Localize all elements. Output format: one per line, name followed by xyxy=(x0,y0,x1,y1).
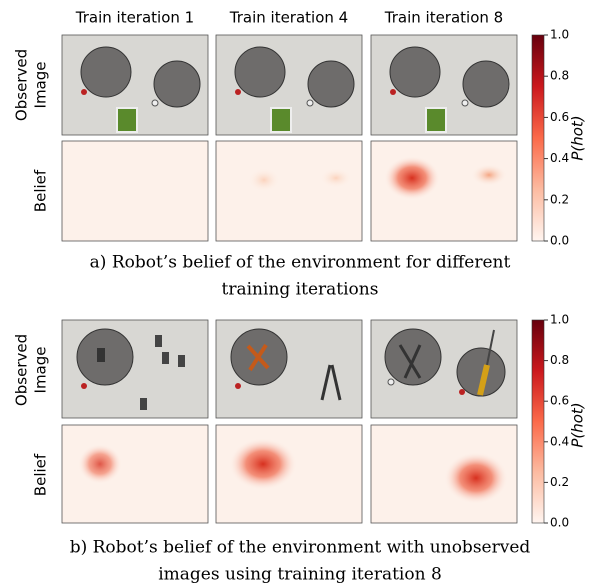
observed-images xyxy=(62,320,517,418)
colorbar-tick-label: 0.4 xyxy=(550,434,569,448)
belief-maps xyxy=(62,425,517,523)
colorbar-tick-label: 0.4 xyxy=(550,151,569,165)
colorbar-tick-label: 0.6 xyxy=(550,394,569,408)
colorbar-tick-label: 0.0 xyxy=(550,516,569,530)
figure: Train iteration 1 Train iteration 4 Trai… xyxy=(0,0,590,588)
row-label: Observed xyxy=(13,49,31,121)
caption: a) Robot’s belief of the environment for… xyxy=(90,253,511,273)
column-title: Train iteration 4 xyxy=(229,9,348,27)
colorbar xyxy=(532,320,544,523)
belief-map xyxy=(62,141,208,241)
row-label: Image xyxy=(32,347,50,394)
colorbar-tick-label: 0.0 xyxy=(550,234,569,248)
photo xyxy=(62,35,208,135)
column-title: Train iteration 1 xyxy=(75,9,194,27)
row-label: Belief xyxy=(32,169,50,212)
photo xyxy=(216,320,362,418)
photo xyxy=(371,35,517,135)
row-label: Belief xyxy=(32,453,50,496)
photo xyxy=(371,320,517,418)
row-label: Observed xyxy=(13,334,31,406)
colorbar-tick-label: 0.8 xyxy=(550,353,569,367)
colorbar-tick-label: 1.0 xyxy=(550,28,569,42)
colorbar-tick-label: 0.2 xyxy=(550,192,569,206)
belief-map xyxy=(216,141,362,241)
colorbar-tick-label: 0.8 xyxy=(550,69,569,83)
colorbar-label: P(hot) xyxy=(569,115,587,160)
observed-images xyxy=(62,35,517,135)
colorbar-tick-label: 1.0 xyxy=(550,313,569,327)
colorbar-tick-label: 0.2 xyxy=(550,475,569,489)
caption: training iterations xyxy=(222,280,379,300)
colorbar-label: P(hot) xyxy=(569,402,587,447)
belief-maps xyxy=(62,141,517,241)
caption: b) Robot’s belief of the environment wit… xyxy=(70,538,531,558)
column-title: Train iteration 8 xyxy=(384,9,503,27)
colorbar xyxy=(532,35,544,241)
colorbar-tick-label: 0.6 xyxy=(550,110,569,124)
photo xyxy=(62,320,208,418)
row-label: Image xyxy=(32,62,50,109)
photo xyxy=(216,35,362,135)
caption: images using training iteration 8 xyxy=(158,565,442,585)
